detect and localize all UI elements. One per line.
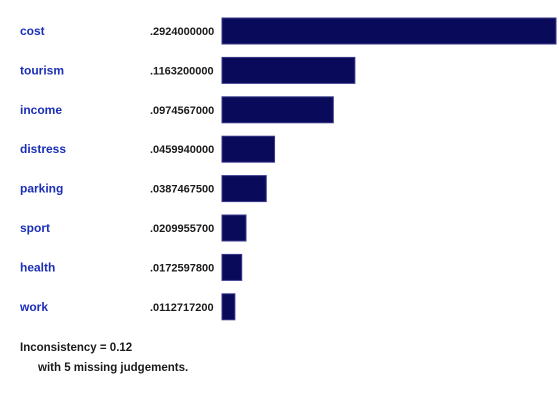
bar-income <box>221 96 334 124</box>
value-label-tourism: .1163200000 <box>150 65 214 77</box>
bar-parking <box>221 175 267 203</box>
value-label-income: .0974567000 <box>150 105 214 117</box>
bar-health <box>221 253 243 281</box>
category-label-tourism: tourism <box>20 63 64 77</box>
category-label-cost: cost <box>20 24 45 38</box>
bar-sport <box>221 214 247 242</box>
category-label-income: income <box>20 103 62 117</box>
value-label-cost: .2924000000 <box>150 26 214 38</box>
bar-tourism <box>221 56 356 84</box>
value-label-sport: .0209955700 <box>150 223 214 235</box>
category-label-sport: sport <box>20 221 50 235</box>
bar-work <box>221 293 236 321</box>
category-label-distress: distress <box>20 142 66 156</box>
inconsistency-label: Inconsistency = 0.12 <box>20 342 133 354</box>
value-label-parking: .0387467500 <box>150 184 214 196</box>
bar-cost <box>221 17 557 45</box>
category-label-parking: parking <box>20 182 63 196</box>
value-label-distress: .0459940000 <box>150 144 214 156</box>
category-label-health: health <box>20 260 55 274</box>
bar-distress <box>221 135 276 163</box>
value-label-work: .0112717200 <box>150 302 214 314</box>
missing-judgements-label: with 5 missing judgements. <box>38 362 189 374</box>
value-label-health: .0172597800 <box>150 262 214 274</box>
category-label-work: work <box>19 300 48 314</box>
